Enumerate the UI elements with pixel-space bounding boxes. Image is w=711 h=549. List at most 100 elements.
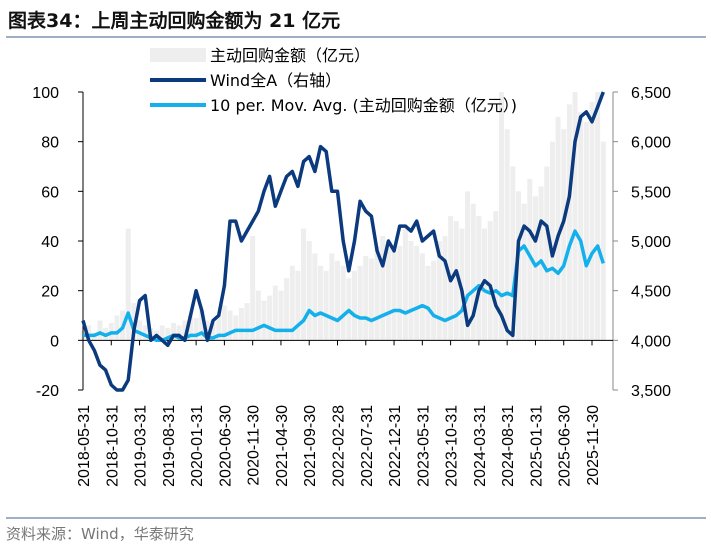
legend: 主动回购金额（亿元） Wind全A（右轴） 10 per. Mov. Avg. … [150,46,517,115]
right-tick-label: 5,500 [631,184,671,201]
right-tick-label: 6,500 [631,85,671,102]
x-tick-label: 2020-01-31 [189,405,206,487]
bar [561,129,567,341]
bar [182,320,188,341]
bar [97,320,103,341]
bar [227,310,233,341]
bar [453,221,459,341]
x-tick-label: 2025-06-30 [557,405,574,487]
bar [301,228,307,341]
bar [425,265,431,341]
legend-label-bars: 主动回购金额（亿元） [210,46,370,65]
bar [125,228,131,341]
bar [397,245,403,341]
right-tick-label: 6,000 [631,135,671,152]
bar [278,290,284,341]
bar [306,241,312,341]
bar [504,129,510,341]
bar [357,265,363,341]
bar [368,258,374,341]
x-tick-label: 2023-05-31 [415,405,432,487]
bar [323,270,329,341]
chart-title: 图表34：上周主动回购金额为 21 亿元 [8,10,341,32]
bar [159,325,165,341]
bar [284,278,290,341]
x-tick-label: 2024-03-31 [472,405,489,487]
x-tick-label: 2021-09-30 [302,405,319,487]
x-tick-label: 2024-08-31 [500,405,517,487]
bar [555,116,561,341]
bar [419,253,425,341]
bar [176,325,182,341]
bar [521,203,527,341]
x-tick-label: 2022-02-28 [331,405,348,487]
bar [465,191,471,341]
bar [289,265,295,341]
bar [402,228,408,341]
right-tick-label: 4,500 [631,284,671,301]
left-tick-label: 100 [32,85,59,102]
chart: -20 0 20 40 60 80 100 3,500 4,000 4,500 5,000 5,500… [32,46,671,487]
x-tick-label: 2019-03-31 [133,405,150,487]
axes: -20 0 20 40 60 80 100 3,500 4,000 4,500 5,000 5,500… [32,85,671,487]
bar [238,308,244,341]
bar [482,228,488,341]
bar [255,290,261,341]
right-tick-label: 5,000 [631,234,671,251]
bar [261,300,267,341]
bar [204,320,210,341]
bar [318,265,324,341]
left-tick-label: 40 [41,234,59,251]
bar [221,305,227,341]
x-tick-label: 2025-11-30 [585,405,602,486]
bar [244,303,250,341]
bar [385,241,391,341]
bar [165,327,171,341]
bar [272,285,278,341]
bar [114,315,120,341]
left-tick-label: 80 [41,135,59,152]
wind-a-line [81,91,605,392]
bar-series [80,92,606,341]
bar [335,260,340,341]
x-tick-label: 2020-11-30 [246,405,263,486]
bar [193,317,199,341]
bar [544,166,550,341]
bar [566,104,572,341]
bar [137,320,143,341]
x-tick-label: 2019-08-31 [161,405,178,487]
x-tick-label: 2025-01-31 [528,405,545,487]
bar [199,310,205,341]
bar [470,203,476,341]
x-tick-label: 2022-07-31 [359,405,376,487]
title-divider [6,36,706,38]
bar [363,255,369,341]
source-note: 资料来源：Wind，华泰研究 [6,525,194,543]
bar [436,241,442,341]
bar [86,325,92,341]
x-tick-label: 2018-10-31 [104,405,121,487]
right-tick-label: 4,000 [631,333,671,350]
left-tick-label: 20 [41,284,59,301]
bar [600,141,606,341]
bar [572,92,578,341]
bar [487,221,493,341]
bar [510,166,516,341]
legend-label-wind: Wind全A（右轴） [210,71,341,90]
left-tick-label: 60 [41,184,59,201]
bar [391,250,397,341]
bar [408,241,414,341]
bar [267,295,273,341]
left-tick-label: -20 [36,383,59,400]
bar [250,236,256,341]
left-tick-label: 0 [50,333,59,350]
bar [493,211,499,341]
bar [595,92,601,341]
bar [476,216,482,341]
bar [142,325,148,341]
bar [187,315,193,341]
x-tick-label: 2022-12-31 [387,405,404,487]
bar [329,253,335,341]
bar [233,315,239,341]
footer-divider [6,517,706,519]
